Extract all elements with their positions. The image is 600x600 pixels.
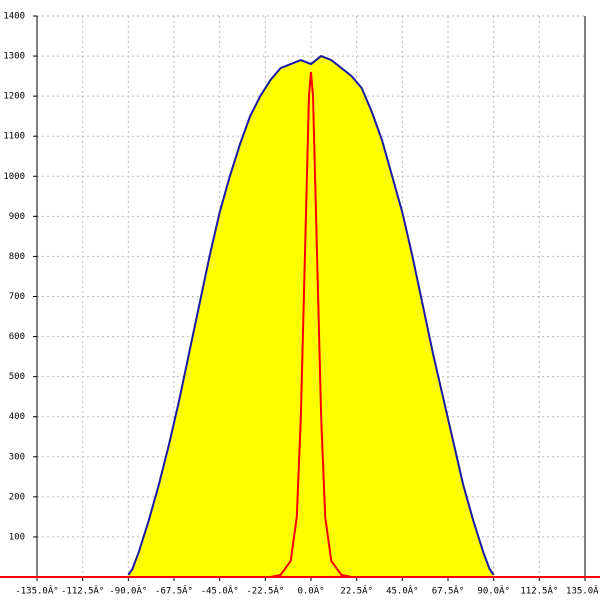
x-tick-label: 67.5Â°	[432, 585, 465, 597]
x-tick-label: 45.0Â°	[386, 585, 419, 597]
line	[37, 72, 585, 578]
x-tick-label: 90.0Â°	[477, 585, 510, 597]
area	[128, 56, 494, 578]
x-tick-label: 112.5Â°	[520, 585, 558, 597]
y-tick-label: 800	[9, 252, 25, 262]
x-tick-label: -22.5Â°	[246, 585, 284, 597]
y-tick-label: 700	[9, 292, 25, 302]
line	[127, 54, 495, 576]
y-tick-label: 1200	[3, 92, 25, 102]
x-tick-label: 22.5Â°	[340, 585, 373, 597]
y-tick-label: 300	[9, 452, 25, 462]
y-tick-label: 500	[9, 372, 25, 382]
y-tick-label: 1300	[3, 52, 25, 62]
y-tick-label: 100	[9, 532, 25, 542]
x-tick-label: -45.0Â°	[201, 585, 239, 597]
x-tick-label: -135.0Â°	[15, 585, 58, 597]
y-tick-label: 200	[9, 492, 25, 502]
x-tick-label: -112.5Â°	[61, 585, 104, 597]
x-tick-label: 135.0Â°	[566, 585, 600, 597]
y-tick-label: 600	[9, 332, 25, 342]
y-tick-label: 1000	[3, 172, 25, 182]
y-tick-label: 900	[9, 212, 25, 222]
x-tick-label: -90.0Â°	[109, 585, 147, 597]
y-tick-label: 1400	[3, 12, 25, 22]
x-tick-label: -67.5Â°	[155, 585, 193, 597]
x-tick-label: 0.0Â°	[297, 585, 324, 597]
y-tick-label: 400	[9, 412, 25, 422]
y-tick-label: 1100	[3, 132, 25, 142]
